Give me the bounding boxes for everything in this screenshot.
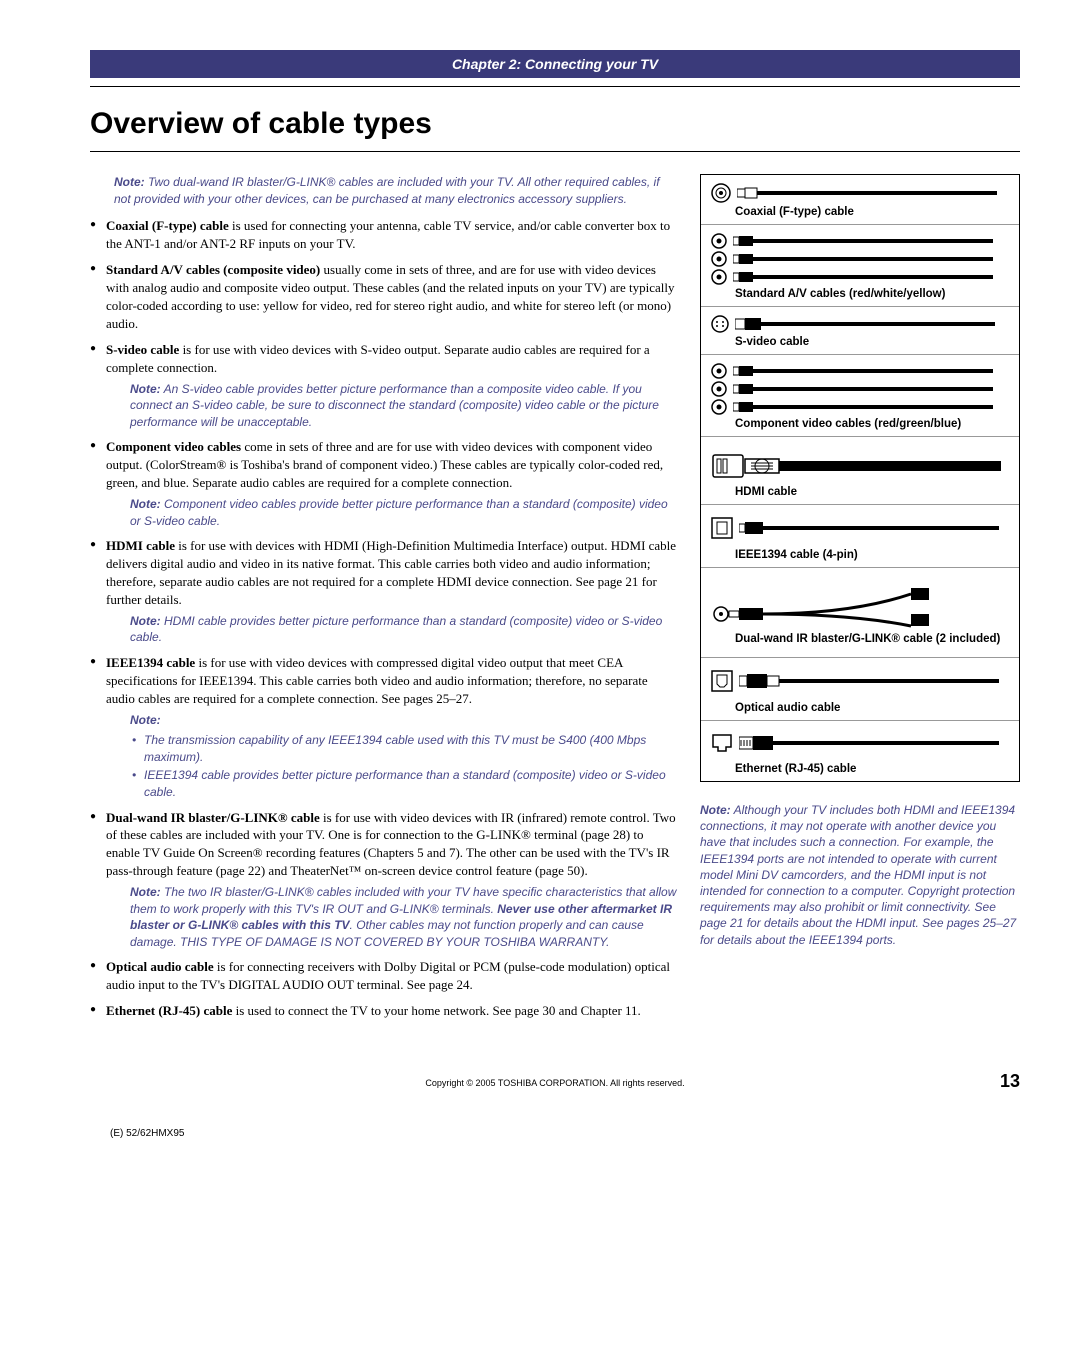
cable-optical: Optical audio cable [701, 658, 1019, 721]
horizontal-rule [90, 86, 1020, 87]
note-label: Note: [700, 803, 731, 817]
dual-note: Note: The two IR blaster/G-LINK® cables … [130, 884, 678, 950]
intro-note-text: Two dual-wand IR blaster/G-LINK® cables … [114, 175, 660, 206]
rca-jack-icon [711, 399, 727, 415]
rca-jack-icon [711, 251, 727, 267]
rca-cable-icon [733, 402, 993, 412]
cable-svideo: S-video cable [701, 307, 1019, 355]
cable-label: Standard A/V cables (red/white/yellow) [735, 288, 1009, 300]
footer: Copyright © 2005 TOSHIBA CORPORATION. Al… [90, 1078, 1020, 1088]
cable-hdmi: HDMI cable [701, 437, 1019, 505]
coaxial-jack-icon [711, 183, 731, 203]
sidebar: Coaxial (F-type) cable Standard A/V cabl… [700, 174, 1020, 948]
svideo-note: Note: An S-video cable provides better p… [130, 381, 678, 431]
cable-dual-wand: Dual-wand IR blaster/G-LINK® cable (2 in… [701, 568, 1019, 658]
rca-cable-icon [733, 272, 993, 282]
ieee-note-label: Note: [130, 712, 678, 729]
hdmi-note: Note: HDMI cable provides better picture… [130, 613, 678, 646]
main-content: Note: Two dual-wand IR blaster/G-LINK® c… [90, 174, 678, 1028]
rca-cable-icon [733, 236, 993, 246]
ieee-jack-icon [711, 517, 733, 539]
svideo-cable-icon [735, 318, 995, 330]
bullet-dual-wand: Dual-wand IR blaster/G-LINK® cable is fo… [90, 809, 678, 951]
bullet-ieee1394: IEEE1394 cable is for use with video dev… [90, 654, 678, 801]
coaxial-cable-icon [737, 186, 997, 200]
cable-ieee1394: IEEE1394 cable (4-pin) [701, 505, 1019, 568]
cable-standard-av: Standard A/V cables (red/white/yellow) [701, 225, 1019, 307]
right-note-text: Although your TV includes both HDMI and … [700, 803, 1016, 947]
doc-id: (E) 52/62HMX95 [110, 1128, 1020, 1139]
chapter-heading: Chapter 2: Connecting your TV [90, 50, 1020, 78]
bullet-ethernet: Ethernet (RJ-45) cable is used to connec… [90, 1002, 678, 1020]
cable-coaxial: Coaxial (F-type) cable [701, 175, 1019, 225]
cable-label: HDMI cable [735, 486, 1009, 498]
cable-diagram: Coaxial (F-type) cable Standard A/V cabl… [700, 174, 1020, 782]
rca-cable-icon [733, 366, 993, 376]
note-label: Note: [114, 175, 145, 189]
bullet-svideo: S-video cable is for use with video devi… [90, 341, 678, 431]
cable-ethernet: Ethernet (RJ-45) cable [701, 721, 1019, 781]
rca-jack-icon [711, 381, 727, 397]
cable-label: S-video cable [735, 336, 1009, 348]
ir-blaster-icon [711, 580, 1001, 630]
bullet-component: Component video cables come in sets of t… [90, 438, 678, 529]
intro-note: Note: Two dual-wand IR blaster/G-LINK® c… [114, 174, 678, 207]
bullet-optical: Optical audio cable is for connecting re… [90, 958, 678, 994]
ieee-sub1: The transmission capability of any IEEE1… [130, 732, 678, 765]
cable-label: Optical audio cable [735, 702, 1009, 714]
horizontal-rule [90, 151, 1020, 152]
rca-cable-icon [733, 254, 993, 264]
component-note: Note: Component video cables provide bet… [130, 496, 678, 529]
svideo-jack-icon [711, 315, 729, 333]
bullet-standard-av: Standard A/V cables (composite video) us… [90, 261, 678, 333]
ethernet-jack-icon [711, 733, 733, 753]
page-number: 13 [1000, 1071, 1020, 1092]
page-title: Overview of cable types [90, 107, 1020, 141]
rca-jack-icon [711, 233, 727, 249]
rca-jack-icon [711, 269, 727, 285]
ieee-sub2: IEEE1394 cable provides better picture p… [130, 767, 678, 800]
cable-label: Dual-wand IR blaster/G-LINK® cable (2 in… [735, 633, 1009, 645]
rca-jack-icon [711, 363, 727, 379]
optical-jack-icon [711, 670, 733, 692]
rca-cable-icon [733, 384, 993, 394]
cable-component: Component video cables (red/green/blue) [701, 355, 1019, 437]
bullet-coaxial: Coaxial (F-type) cable is used for conne… [90, 217, 678, 253]
copyright: Copyright © 2005 TOSHIBA CORPORATION. Al… [425, 1078, 684, 1088]
cable-label: Ethernet (RJ-45) cable [735, 763, 1009, 775]
cable-label: Component video cables (red/green/blue) [735, 418, 1009, 430]
ieee-cable-icon [739, 521, 999, 535]
cable-label: Coaxial (F-type) cable [735, 206, 1009, 218]
optical-cable-icon [739, 673, 999, 689]
hdmi-cable-icon [711, 449, 1001, 483]
bullet-hdmi: HDMI cable is for use with devices with … [90, 537, 678, 646]
ethernet-cable-icon [739, 735, 999, 751]
right-note: Note: Although your TV includes both HDM… [700, 802, 1020, 948]
cable-label: IEEE1394 cable (4-pin) [735, 549, 1009, 561]
